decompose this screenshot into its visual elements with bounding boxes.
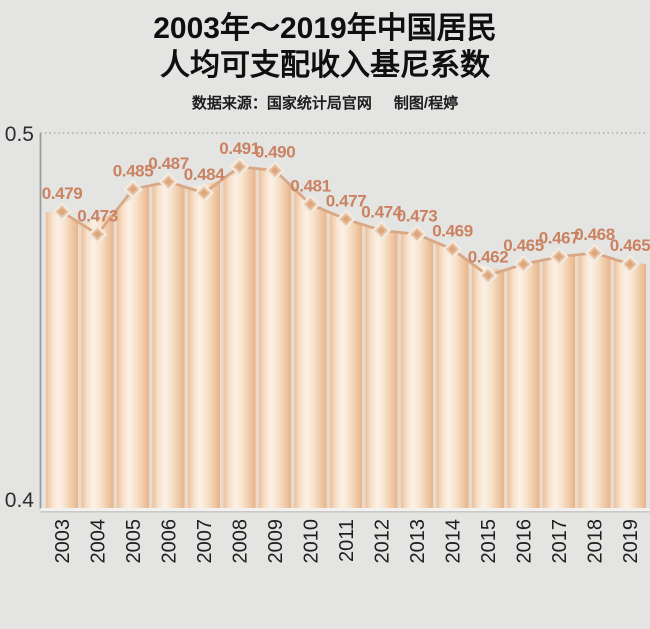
bar <box>578 254 611 508</box>
bar <box>507 260 540 508</box>
data-point-marker-inner <box>342 215 350 224</box>
y-tick-bottom: 0.4 <box>5 489 35 512</box>
chart-title-line1: 2003年～2019年中国居民 <box>153 12 497 45</box>
y-tick-top: 0.5 <box>5 123 34 146</box>
value-label: 0.465 <box>503 236 544 255</box>
bar <box>436 242 469 508</box>
x-tick-label: 2010 <box>301 519 323 564</box>
data-point-marker-inner <box>555 252 563 261</box>
bar <box>330 212 362 508</box>
data-point-marker-inner <box>129 185 137 194</box>
credit-label: 制图/程婷 <box>393 95 459 112</box>
x-tick-label: 2009 <box>265 519 287 564</box>
value-label: 0.485 <box>113 161 154 180</box>
x-tick-label: 2004 <box>88 519 110 564</box>
x-tick-label: 2011 <box>336 519 358 562</box>
data-point-marker-inner <box>235 162 244 171</box>
value-label: 0.462 <box>468 248 509 267</box>
data-point-marker-inner <box>164 177 173 186</box>
x-tick-label: 2012 <box>372 519 394 564</box>
x-tick-label: 2016 <box>514 519 536 564</box>
data-point-marker-inner <box>519 260 528 269</box>
bar <box>152 185 185 508</box>
bar <box>614 259 646 508</box>
data-point-marker-inner <box>448 245 457 254</box>
chart-subtitle: 数据来源：国家统计局官网 制图/程婷 <box>0 92 650 113</box>
x-tick-label: 2015 <box>478 519 500 564</box>
value-label: 0.479 <box>42 184 83 203</box>
data-point-marker-inner <box>626 260 634 269</box>
data-point-marker-inner <box>377 226 386 235</box>
data-point-marker-inner <box>306 200 315 209</box>
data-source-label: 数据来源：国家统计局官网 <box>191 95 372 112</box>
value-label: 0.469 <box>432 221 473 240</box>
bar <box>472 263 504 508</box>
bar <box>365 225 398 508</box>
value-label: 0.490 <box>255 143 296 162</box>
value-label: 0.465 <box>610 236 650 255</box>
value-label: 0.481 <box>290 176 331 195</box>
value-label: 0.468 <box>574 225 615 244</box>
value-label: 0.487 <box>148 154 189 173</box>
x-tick-label: 2018 <box>585 519 607 564</box>
data-point-marker-inner <box>590 249 599 257</box>
value-label: 0.477 <box>326 191 367 210</box>
data-point-marker-inner <box>484 271 492 280</box>
bar <box>46 211 78 509</box>
x-tick-label: 2003 <box>52 519 74 564</box>
bar <box>223 168 256 508</box>
value-label: 0.484 <box>184 165 225 184</box>
x-tick-label: 2014 <box>443 519 465 564</box>
x-tick-label: 2008 <box>230 519 252 564</box>
x-tick-label: 2017 <box>549 519 571 564</box>
bar <box>543 255 575 508</box>
x-tick-label: 2007 <box>194 519 216 564</box>
value-label: 0.491 <box>219 139 260 158</box>
x-tick-label: 2005 <box>123 519 145 564</box>
x-tick-label: 2006 <box>159 519 181 564</box>
data-point-marker-inner <box>413 230 421 239</box>
value-label: 0.473 <box>77 206 118 225</box>
chart-title-line2: 人均可支配收入基尼系数 <box>160 49 490 82</box>
data-point-marker-inner <box>271 166 279 175</box>
data-point-marker-inner <box>93 230 102 239</box>
bar <box>294 189 327 508</box>
bar <box>117 185 149 508</box>
bar <box>188 181 220 508</box>
bar <box>81 214 114 508</box>
value-label: 0.467 <box>539 229 580 248</box>
chart-header: 2003年～2019年中国居民 人均可支配收入基尼系数 数据来源：国家统计局官网… <box>0 10 650 113</box>
x-tick-label: 2013 <box>407 519 429 564</box>
bar <box>259 168 291 509</box>
value-label: 0.474 <box>361 203 402 222</box>
value-label: 0.473 <box>397 206 438 225</box>
bar <box>401 232 433 508</box>
data-point-marker-inner <box>58 207 66 216</box>
data-point-marker-inner <box>200 189 208 197</box>
x-tick-label: 2019 <box>620 519 642 564</box>
